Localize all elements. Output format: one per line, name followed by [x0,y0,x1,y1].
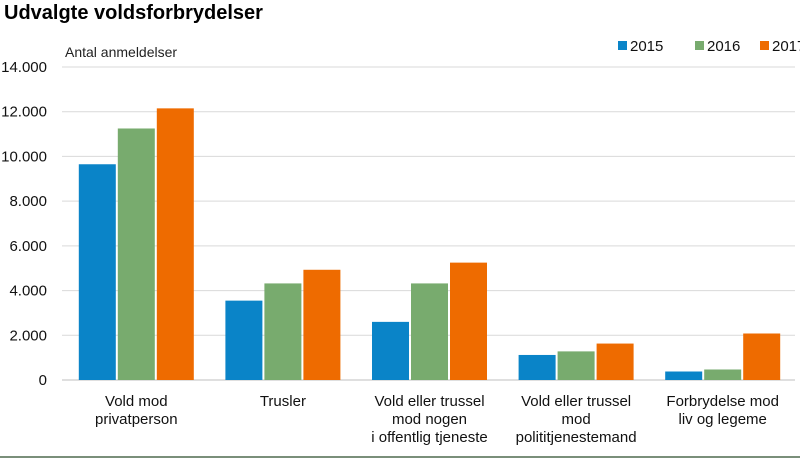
y-tick-label: 10.000 [1,148,47,165]
bar-2017 [596,343,634,380]
legend-swatch-2017 [760,41,769,50]
bar-2015 [372,321,409,380]
bar-2015 [78,164,116,380]
category-label: Vold mod privatperson [95,393,178,428]
y-tick-label: 2.000 [9,327,47,344]
bar-2016 [557,351,595,380]
bar-2016 [411,283,448,380]
legend-swatch-2016 [695,41,704,50]
category-label: Vold eller trussel mod nogen i offentlig t… [371,393,487,446]
category-label: Forbrydelse mod liv og legeme [666,393,779,428]
category-label: Trusler [260,393,306,410]
bar-2017 [303,269,341,380]
bar-2016 [704,369,742,380]
y-tick-label: 14.000 [1,59,47,76]
bar-2015 [518,354,556,380]
bar-2015 [225,300,263,380]
bar-2015 [665,371,703,380]
legend-label: 2016 [707,38,740,55]
bar-2017 [743,333,781,380]
legend-label: 2015 [630,38,663,55]
bar-2016 [264,283,302,380]
y-tick-label: 8.000 [9,193,47,210]
bar-2017 [156,108,194,380]
y-axis-label: Antal anmeldelser [65,44,177,60]
y-tick-label: 6.000 [9,238,47,255]
bar-2017 [450,262,487,380]
chart-title: Udvalgte voldsforbrydelser [4,2,263,24]
legend-label: 2017 [772,38,800,55]
legend-swatch-2015 [618,41,627,50]
bar-2016 [117,128,155,380]
category-label: Vold eller trussel mod polititjenestemand [516,393,637,446]
y-tick-label: 12.000 [1,104,47,121]
bottom-divider [0,456,800,458]
y-tick-label: 0 [39,372,47,389]
y-tick-label: 4.000 [9,283,47,300]
